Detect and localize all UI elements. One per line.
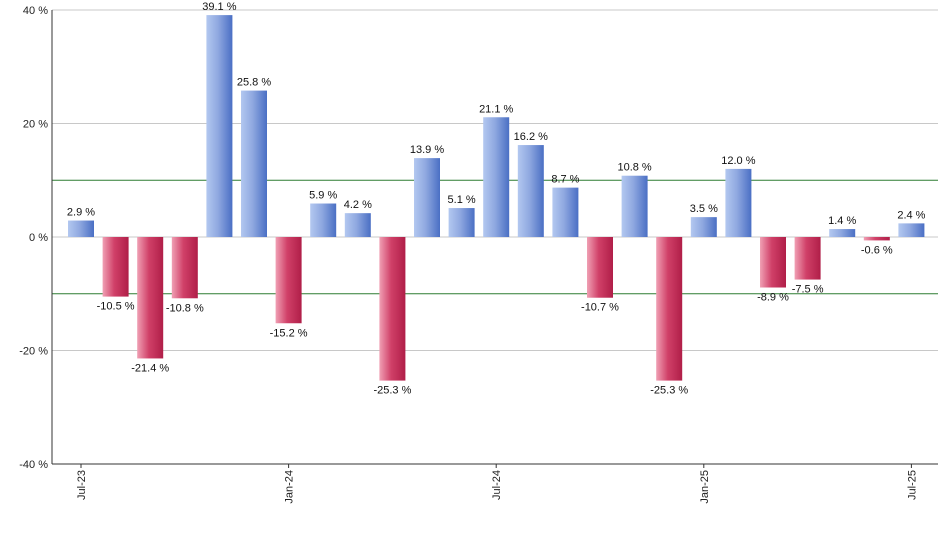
data-label: -10.5 % bbox=[97, 301, 135, 313]
bar bbox=[68, 220, 94, 237]
bar bbox=[310, 203, 337, 237]
data-label: -0.6 % bbox=[861, 244, 893, 256]
bar bbox=[725, 168, 752, 237]
bar bbox=[552, 187, 579, 237]
x-tick-label: Jan-25 bbox=[699, 470, 711, 504]
x-tick-label: Jan-24 bbox=[284, 470, 296, 504]
bar bbox=[898, 223, 925, 237]
bar bbox=[690, 217, 717, 237]
bar bbox=[414, 158, 440, 237]
bar bbox=[448, 208, 475, 237]
axes: 40 % 20 % 0 % -20 % -40 % Jul-23 Jan-24 Jul-24 J… bbox=[19, 5, 938, 504]
data-label: -25.3 % bbox=[373, 385, 411, 397]
bar bbox=[863, 237, 890, 241]
data-label: 5.1 % bbox=[448, 194, 476, 206]
data-labels: 2.9 % -10.5 % -21.4 % -10.8 % 39.1 % 25.8 % -1… bbox=[67, 1, 926, 396]
y-tick-label: -40 % bbox=[19, 459, 48, 471]
bar bbox=[241, 90, 267, 238]
bar bbox=[656, 237, 683, 381]
bar bbox=[102, 237, 129, 297]
x-tick-label: Jul-23 bbox=[76, 470, 88, 500]
data-label: -25.3 % bbox=[650, 385, 688, 397]
data-label: 3.5 % bbox=[690, 203, 718, 215]
bar bbox=[206, 15, 233, 238]
data-label: 2.9 % bbox=[67, 207, 95, 219]
bar bbox=[171, 237, 198, 299]
x-tick-label: Jul-25 bbox=[906, 470, 918, 500]
data-label: 21.1 % bbox=[479, 103, 513, 115]
bar bbox=[517, 145, 544, 237]
bar bbox=[621, 175, 648, 237]
data-label: 8.7 % bbox=[551, 174, 579, 186]
bar bbox=[483, 117, 510, 237]
data-label: -8.9 % bbox=[757, 292, 789, 304]
data-label: 13.9 % bbox=[410, 144, 444, 156]
y-tick-label: 40 % bbox=[23, 5, 48, 17]
bar bbox=[379, 237, 406, 381]
data-label: -15.2 % bbox=[270, 327, 308, 339]
data-label: 10.8 % bbox=[617, 162, 651, 174]
data-label: 25.8 % bbox=[237, 77, 271, 89]
bar bbox=[344, 213, 371, 237]
bar bbox=[587, 237, 613, 298]
data-label: 16.2 % bbox=[514, 131, 548, 143]
y-tick-label: -20 % bbox=[19, 346, 48, 358]
data-label: 4.2 % bbox=[344, 199, 372, 211]
bar bbox=[137, 237, 164, 359]
data-label: -10.8 % bbox=[166, 302, 204, 314]
data-label: -7.5 % bbox=[792, 284, 824, 296]
bar bbox=[760, 237, 786, 288]
y-tick-label: 20 % bbox=[23, 119, 48, 131]
bar bbox=[794, 237, 821, 280]
bars bbox=[68, 15, 925, 381]
x-tick-label: Jul-24 bbox=[491, 470, 503, 500]
data-label: 2.4 % bbox=[897, 209, 925, 221]
bar bbox=[829, 229, 856, 237]
data-label: -21.4 % bbox=[131, 362, 169, 374]
y-tick-label: 0 % bbox=[29, 232, 48, 244]
data-label: 5.9 % bbox=[309, 190, 337, 202]
data-label: -10.7 % bbox=[581, 302, 619, 314]
data-label: 12.0 % bbox=[721, 155, 755, 167]
data-label: 1.4 % bbox=[828, 215, 856, 227]
data-label: 39.1 % bbox=[202, 1, 236, 13]
bar bbox=[275, 237, 302, 324]
